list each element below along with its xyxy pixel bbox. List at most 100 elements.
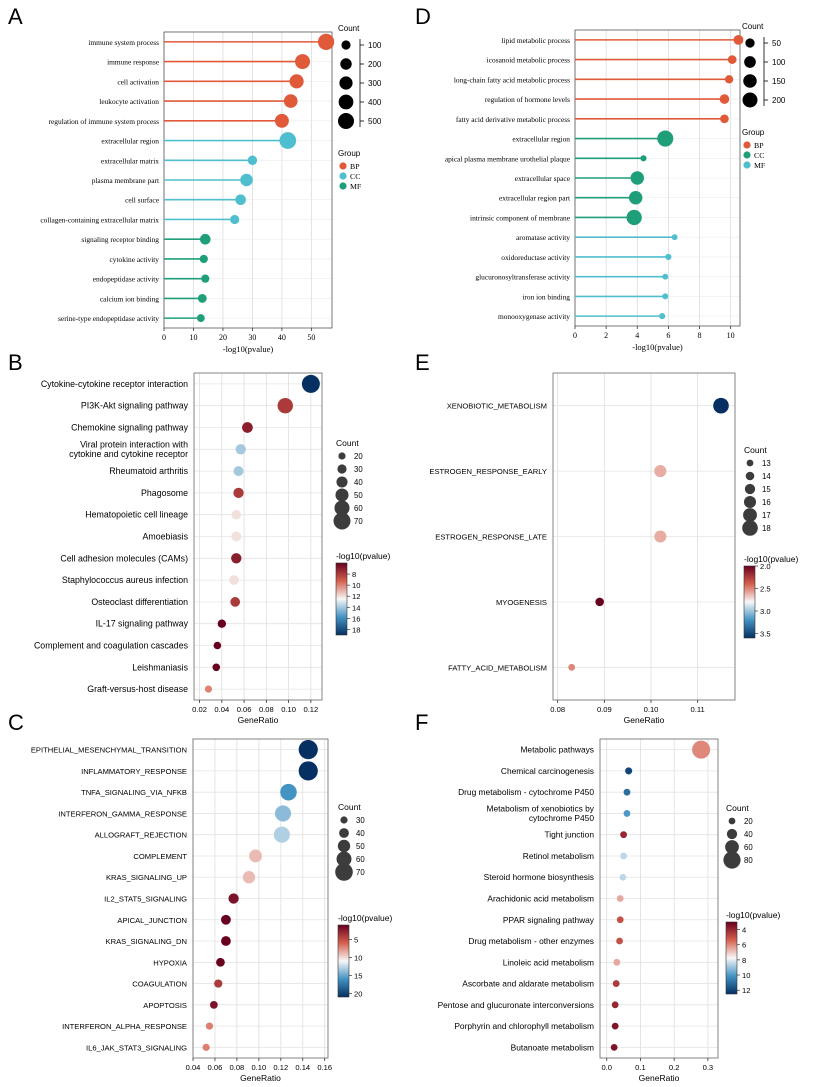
lollipop-head xyxy=(630,171,645,185)
lollipop-head xyxy=(199,254,208,264)
dot-point xyxy=(231,553,242,564)
color-legend-label: 2.5 xyxy=(760,585,771,594)
category-label: HYPOXIA xyxy=(153,958,188,967)
count-legend-label: 400 xyxy=(368,98,382,107)
count-legend-label: 15 xyxy=(762,485,771,494)
group-legend-dot xyxy=(339,182,347,190)
category-label: ESTROGEN_RESPONSE_LATE xyxy=(435,533,547,542)
dot-point xyxy=(298,740,318,760)
group-legend-label: MF xyxy=(350,182,362,191)
count-legend-dot xyxy=(746,459,754,467)
panel-label-d: D xyxy=(415,4,431,29)
x-tick-label: 0 xyxy=(162,333,166,342)
dot-point xyxy=(235,444,246,455)
count-legend-label: 200 xyxy=(772,96,786,105)
count-legend-dot xyxy=(339,828,349,838)
count-legend-dot xyxy=(338,94,354,110)
dot-point xyxy=(274,805,292,822)
category-label: monooxygenase activity xyxy=(498,312,570,321)
dot-point xyxy=(221,936,231,946)
count-legend-dot xyxy=(745,471,755,481)
count-legend-label: 50 xyxy=(354,491,363,500)
x-axis-label: -log10(pvalue) xyxy=(632,342,683,352)
count-legend-label: 13 xyxy=(762,459,771,468)
color-legend-label: 18 xyxy=(352,625,360,634)
count-legend-dot xyxy=(743,495,757,509)
x-axis-label: GeneRatio xyxy=(639,1073,680,1083)
count-legend-title: Count xyxy=(742,22,764,31)
color-legend-label: 6 xyxy=(742,941,746,950)
group-legend-label: CC xyxy=(350,172,360,181)
panel-label-b: B xyxy=(8,350,23,375)
dot-point xyxy=(620,852,627,860)
x-tick-label: 2 xyxy=(604,331,608,340)
group-legend-dot xyxy=(339,162,347,170)
x-tick-label: 0.02 xyxy=(192,705,207,714)
lollipop-head xyxy=(628,190,643,205)
category-label: Amoebiasis xyxy=(143,532,189,542)
plot-frame xyxy=(192,738,329,1059)
dot-point xyxy=(612,980,620,987)
dot-point xyxy=(616,895,624,902)
category-label: Butanoate metabolism xyxy=(511,1042,594,1052)
lollipop-head xyxy=(727,55,737,64)
group-legend-dot xyxy=(743,161,751,169)
color-legend-title: -log10(pvalue) xyxy=(336,551,391,561)
group-legend-dot xyxy=(743,141,751,149)
color-legend-title: -log10(pvalue) xyxy=(726,910,781,920)
count-legend-dot xyxy=(333,512,351,530)
category-label: immune system process xyxy=(88,38,159,47)
category-label: regulation of immune system process xyxy=(49,117,160,126)
dot-point xyxy=(301,374,320,393)
dot-point xyxy=(242,422,253,433)
color-legend-title: -log10(pvalue) xyxy=(338,913,393,923)
lollipop-head xyxy=(671,234,678,241)
count-legend-dot xyxy=(723,851,741,869)
count-legend-dot xyxy=(340,816,348,824)
dot-point xyxy=(610,1043,618,1051)
x-tick-label: 0.14 xyxy=(295,1063,310,1072)
dot-point xyxy=(611,1022,619,1030)
panel-d-lollipop-chart: lipid metabolic process icosanoid metabol… xyxy=(445,22,786,352)
count-legend-dot xyxy=(335,488,349,502)
lollipop-head xyxy=(659,313,666,320)
count-legend-label: 50 xyxy=(356,842,365,851)
category-label: KRAS_SIGNALING_UP xyxy=(106,873,187,882)
x-tick-label: 4 xyxy=(635,331,639,340)
count-legend-dot xyxy=(337,464,347,474)
lollipop-head xyxy=(289,74,304,89)
x-tick-label: 0.10 xyxy=(251,1063,266,1072)
category-label: XENOBIOTIC_METABOLISM xyxy=(447,402,547,411)
category-label: immune response xyxy=(107,58,160,67)
category-label: INTERFERON_ALPHA_RESPONSE xyxy=(62,1022,187,1031)
color-legend-bar xyxy=(335,562,348,636)
panel-f-dot-chart: Metabolic pathways Chemical carcinogenesi… xyxy=(438,738,781,1083)
category-label: MYOGENESIS xyxy=(496,598,547,607)
category-label: INFLAMMATORY_RESPONSE xyxy=(81,767,187,776)
category-label: endopeptidase activity xyxy=(93,275,160,284)
category-label: Retinol metabolism xyxy=(523,851,594,861)
count-legend-dot xyxy=(745,38,755,48)
plot-frame xyxy=(599,738,719,1059)
dot-point xyxy=(595,597,604,607)
dot-point xyxy=(228,893,239,904)
dot-point xyxy=(616,916,624,924)
category-label: Staphylococcus aureus infection xyxy=(62,575,188,585)
group-legend-label: CC xyxy=(754,151,764,160)
count-legend-label: 80 xyxy=(744,856,753,865)
x-tick-label: 0.12 xyxy=(303,705,318,714)
x-tick-label: 10 xyxy=(189,333,197,342)
lollipop-head xyxy=(657,130,674,147)
category-label: calcium ion binding xyxy=(100,294,159,303)
dot-point xyxy=(221,914,231,925)
lollipop-head xyxy=(724,75,734,84)
count-legend-title: Count xyxy=(336,438,359,448)
lollipop-head xyxy=(626,209,642,226)
count-legend-dot xyxy=(743,508,757,522)
lollipop-head xyxy=(247,155,258,165)
group-legend-dot xyxy=(743,151,751,159)
panel-a-lollipop-chart: immune system process immune response cell… xyxy=(40,24,382,354)
color-legend-label: 2.0 xyxy=(760,562,771,571)
x-tick-label: 0.12 xyxy=(273,1063,288,1072)
